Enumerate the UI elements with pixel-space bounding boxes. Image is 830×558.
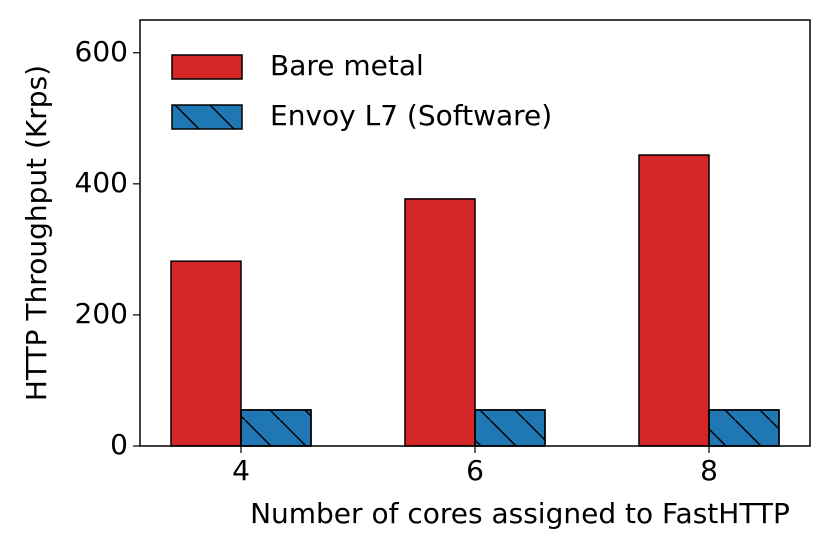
legend-swatch (171, 54, 243, 80)
bar (638, 154, 710, 447)
y-tick-label: 200 (75, 297, 128, 330)
x-tick-label: 8 (700, 454, 718, 487)
bar-hatch (474, 409, 546, 447)
plot-frame (139, 19, 811, 447)
legend-hatch (172, 105, 242, 129)
legend-label: Envoy L7 (Software) (270, 99, 552, 132)
bar (404, 198, 476, 447)
y-tick-label: 400 (75, 166, 128, 199)
bar-hatch (708, 409, 780, 447)
y-axis-label: HTTP Throughput (Krps) (20, 65, 53, 401)
x-axis-label: Number of cores assigned to FastHTTP (250, 497, 790, 530)
bar-hatch (240, 409, 312, 447)
x-tick-label: 6 (466, 454, 484, 487)
y-tick-label: 600 (75, 35, 128, 68)
x-tick-label: 4 (232, 454, 250, 487)
bar (170, 260, 242, 447)
legend-label: Bare metal (270, 49, 424, 82)
y-tick-label: 0 (110, 428, 128, 461)
